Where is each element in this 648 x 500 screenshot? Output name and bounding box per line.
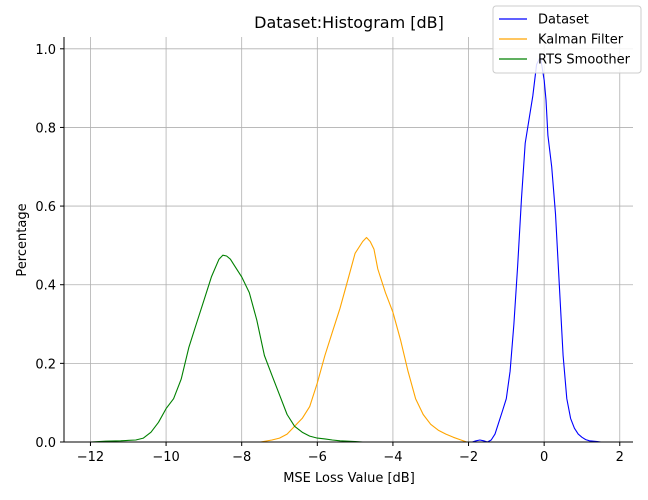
x-tick-label: −6	[308, 450, 327, 465]
grid	[64, 37, 633, 443]
axes	[63, 37, 633, 443]
x-tick-label: −8	[232, 450, 251, 465]
legend-label-kalman-filter: Kalman Filter	[538, 33, 624, 48]
legend: Dataset Kalman Filter RTS Smoother	[492, 5, 642, 74]
legend-entries: Dataset Kalman Filter RTS Smoother	[499, 13, 631, 68]
x-tick-label: 0	[540, 450, 548, 465]
series-line-rts-smoother	[90, 254, 363, 443]
series-line-dataset	[466, 56, 607, 443]
chart-title: Dataset:Histogram [dB]	[254, 13, 444, 32]
x-tick-label: −4	[383, 450, 402, 465]
series-layer	[90, 56, 607, 443]
y-ticks: 0.0 0.2 0.4 0.6 0.8 1.0	[35, 43, 64, 451]
y-tick-label: 0.0	[35, 436, 56, 451]
x-axis-label: MSE Loss Value [dB]	[283, 471, 415, 486]
x-tick-label: 2	[616, 450, 624, 465]
x-tick-label: −10	[152, 450, 179, 465]
y-axis-label: Percentage	[15, 203, 30, 276]
legend-box	[492, 5, 642, 74]
legend-label-dataset: Dataset	[538, 13, 589, 28]
y-tick-label: 1.0	[35, 43, 56, 58]
legend-label-rts-smoother: RTS Smoother	[538, 53, 631, 68]
x-ticks: −12 −10 −8 −6 −4 −2 0 2	[77, 442, 624, 465]
y-tick-label: 0.2	[35, 357, 56, 372]
y-tick-label: 0.8	[35, 121, 56, 136]
y-tick-label: 0.6	[35, 200, 56, 215]
x-tick-label: −12	[77, 450, 104, 465]
y-tick-label: 0.4	[35, 279, 56, 294]
x-tick-label: −2	[459, 450, 478, 465]
series-line-kalman-filter	[260, 236, 467, 443]
